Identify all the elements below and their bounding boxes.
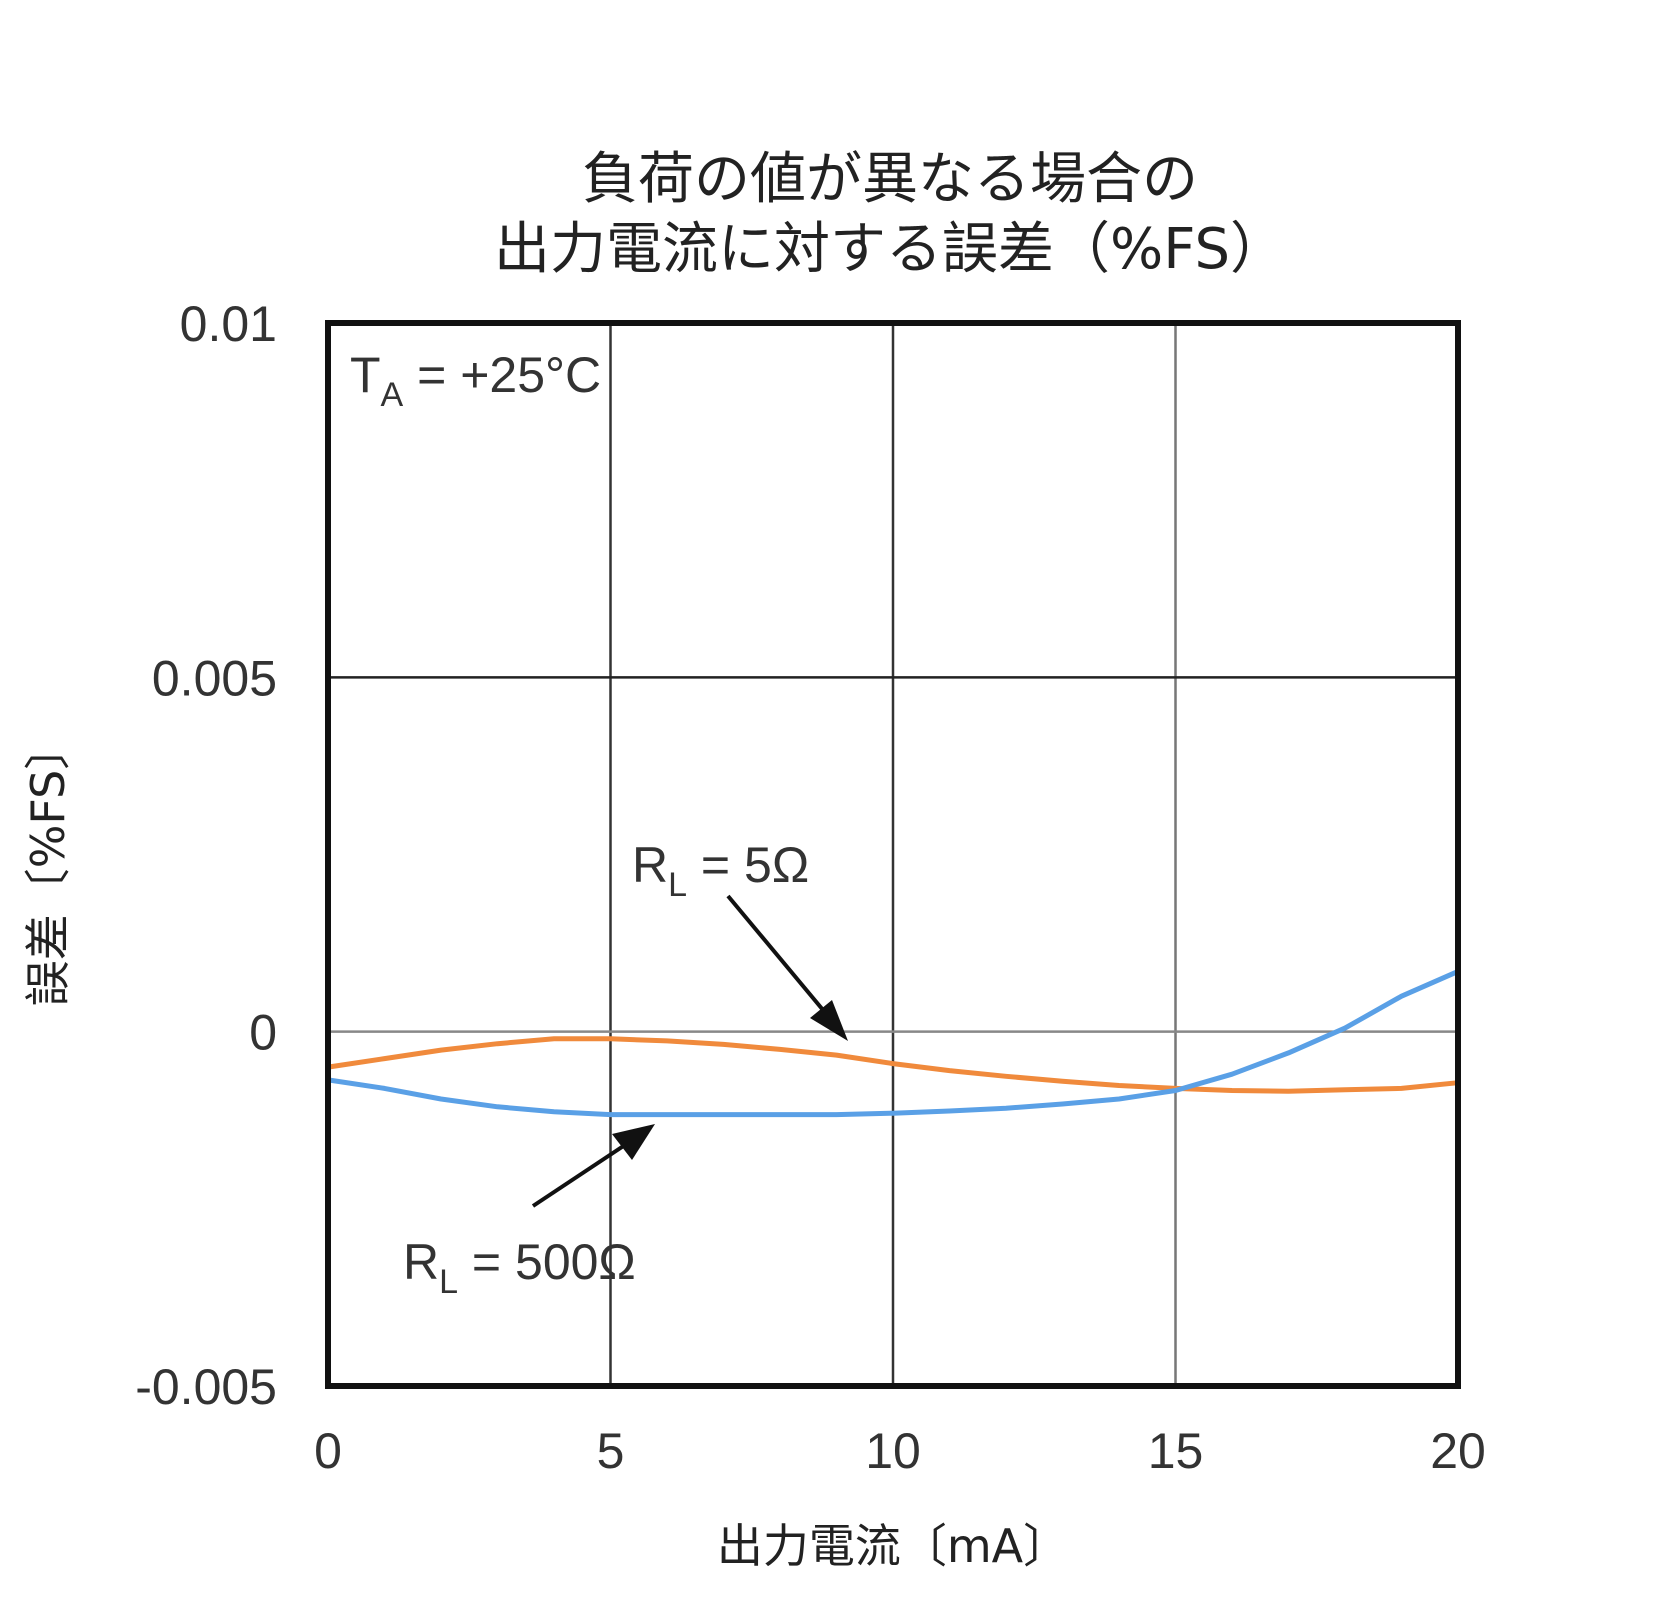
arrow-rl-5-head <box>810 1000 848 1041</box>
y-tick-labels: 0.01 0.005 0 -0.005 <box>135 296 277 1415</box>
condition-annotation: TA = +25°C <box>350 347 601 414</box>
x-axis-label: 出力電流〔mA〕 <box>717 1519 1069 1573</box>
series-label-rl-500-sub: L <box>439 1263 458 1301</box>
condition-main: T <box>350 347 381 403</box>
condition-rest: = +25°C <box>403 347 601 403</box>
series-line-rl-500 <box>325 968 1461 1118</box>
grid <box>328 323 1458 1386</box>
y-tick-label: 0.01 <box>180 296 277 352</box>
y-tick-label: 0 <box>249 1005 277 1061</box>
x-tick-labels: 0 5 10 15 20 <box>314 1423 1486 1479</box>
series-label-rl-5-sub: L <box>668 866 687 904</box>
series-label-rl-500: RL = 500Ω <box>403 1234 636 1301</box>
series-label-rl-500-rest: = 500Ω <box>458 1234 636 1290</box>
chart-title-line-2: 出力電流に対する誤差（%FS） <box>494 217 1286 282</box>
y-tick-label: -0.005 <box>135 1359 277 1415</box>
condition-sub: A <box>381 376 404 414</box>
series-label-rl-5-rest: = 5Ω <box>687 837 809 893</box>
arrow-rl-5-shaft <box>726 894 835 1024</box>
x-tick-label: 15 <box>1148 1423 1204 1479</box>
series-label-rl-5: RL = 5Ω <box>632 837 809 904</box>
series-label-rl-500-main: R <box>403 1234 439 1290</box>
series-label-rl-5-main: R <box>632 837 668 893</box>
x-tick-label: 5 <box>597 1423 625 1479</box>
series-group <box>325 968 1461 1118</box>
plot-frame <box>325 320 1461 1389</box>
x-tick-label: 20 <box>1430 1423 1486 1479</box>
y-tick-label: 0.005 <box>152 650 277 706</box>
arrow-rl-500-head <box>612 1124 655 1160</box>
x-tick-label: 10 <box>865 1423 921 1479</box>
y-axis-label: 誤差〔%FS〕 <box>21 724 75 1007</box>
chart-title-line-1: 負荷の値が異なる場合の <box>582 147 1198 212</box>
arrow-rl-500-shaft <box>531 1141 630 1208</box>
x-tick-label: 0 <box>314 1423 342 1479</box>
series-line-rl-5 <box>325 972 1461 1094</box>
